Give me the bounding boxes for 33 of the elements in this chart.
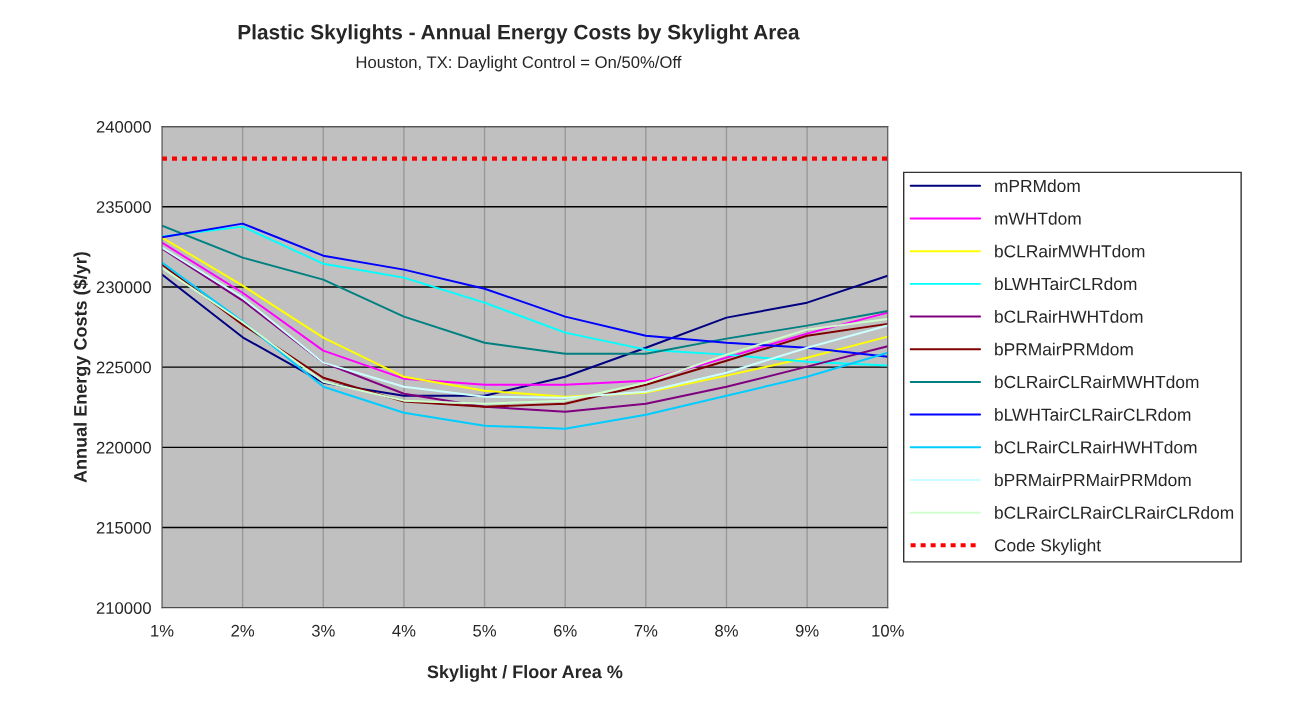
legend-label: bCLRairCLRairHWHTdom — [995, 440, 1197, 454]
chart-title: Plastic Skylights - Annual Energy Costs by Skylight Area — [238, 24, 800, 44]
legend-label: mWHTdom — [995, 212, 1081, 225]
legend-label: mPRMdom — [995, 179, 1080, 193]
legend-label: bLWHTairCLRdom — [995, 277, 1137, 291]
x-tick-label: 6% — [554, 624, 577, 637]
legend-label: bPRMairPRMdom — [995, 342, 1133, 356]
y-axis-title: Annual Energy Costs ($/yr) — [73, 252, 91, 483]
x-tick-label: 4% — [392, 624, 416, 637]
x-tick-label: 2% — [231, 624, 255, 637]
x-tick-label: 5% — [473, 624, 497, 637]
x-tick-label: 9% — [795, 624, 819, 637]
y-tick-label: 230000 — [96, 281, 151, 294]
legend-label: bCLRairHWHTdom — [995, 310, 1143, 323]
y-tick-label: 220000 — [96, 441, 151, 454]
x-tick-label: 8% — [715, 624, 738, 637]
y-tick-label: 240000 — [96, 120, 151, 133]
legend-label: bCLRairCLRairCLRairCLRdom — [995, 506, 1234, 519]
x-axis-title: Skylight / Floor Area % — [427, 664, 623, 682]
x-tick-label: 3% — [311, 624, 335, 637]
y-tick-label: 225000 — [96, 361, 151, 374]
legend-label: Code Skylight — [994, 538, 1101, 555]
x-tick-label: 7% — [634, 624, 658, 637]
y-tick-label: 210000 — [96, 602, 151, 614]
legend-label: bPRMairPRMairPRMdom — [995, 473, 1191, 487]
legend-label: bCLRairCLRairMWHTdom — [995, 375, 1199, 389]
legend-label: bCLRairMWHTdom — [995, 244, 1145, 258]
x-tick-label: 1% — [151, 624, 174, 637]
y-tick-label: 235000 — [96, 201, 151, 213]
chart-subtitle: Houston, TX: Daylight Control = On/50%/Off — [356, 55, 682, 72]
legend-label: bLWHTairCLRairCLRdom — [995, 408, 1191, 421]
x-tick-label: 10% — [872, 624, 904, 637]
y-tick-label: 215000 — [96, 521, 151, 534]
